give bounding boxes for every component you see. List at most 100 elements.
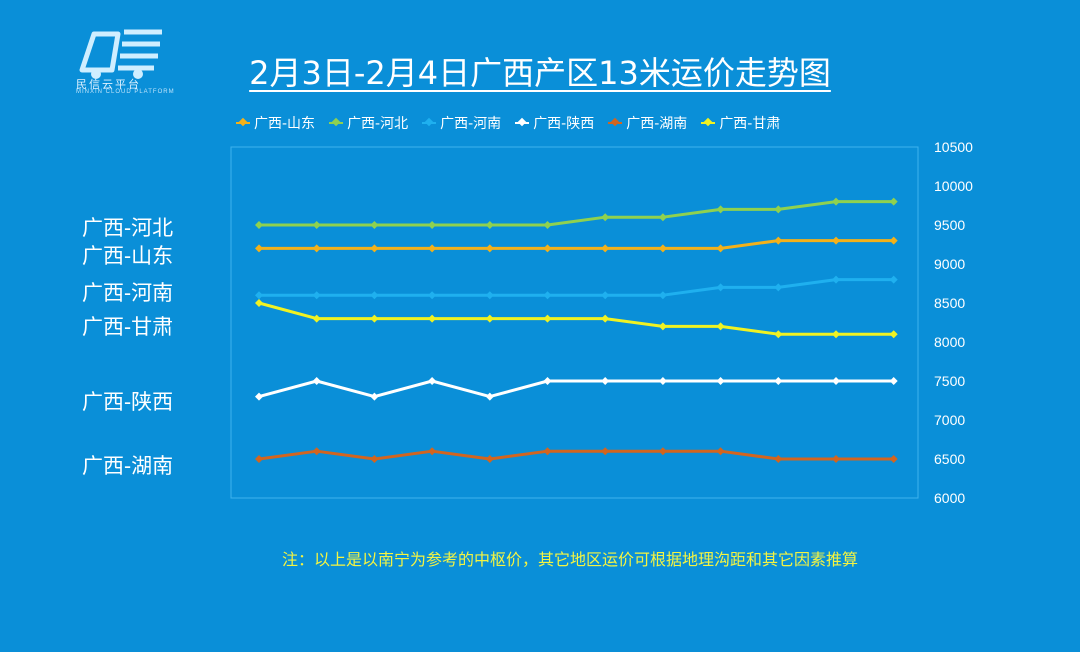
data-point — [889, 330, 898, 339]
data-point — [889, 455, 898, 463]
legend-marker-icon — [515, 122, 530, 124]
y-tick-label: 8000 — [934, 334, 965, 350]
data-point — [312, 244, 321, 253]
footnote: 注：以上是以南宁为参考的中枢价，其它地区运价可根据地理沟距和其它因素推算 — [281, 550, 858, 569]
data-point — [601, 244, 610, 253]
data-point — [601, 377, 610, 385]
series-4 — [255, 447, 898, 463]
data-point — [312, 447, 321, 456]
data-point — [543, 244, 552, 253]
y-axis-ticks: 6000 6500 7000 7500 8000 8500 9000 9500 10000 105… — [934, 139, 973, 506]
data-point — [658, 377, 667, 385]
data-point — [255, 291, 263, 300]
legend-marker-icon — [608, 122, 623, 124]
data-point — [774, 283, 783, 292]
y-tick-label: 7000 — [934, 412, 965, 428]
data-point — [543, 314, 552, 323]
y-tick-label: 10000 — [934, 178, 973, 194]
chart-legend: 广西-山东 广西-河北 广西-河南 广西-陕西 广西-湖南 广西-甘肃 — [236, 112, 916, 134]
data-point — [774, 330, 783, 339]
legend-item: 广西-河北 — [329, 113, 408, 133]
legend-label: 广西-甘肃 — [719, 116, 781, 132]
data-point — [370, 455, 379, 463]
legend-item: 广西-河南 — [422, 113, 501, 133]
data-point — [716, 283, 725, 292]
y-tick-label: 7500 — [934, 373, 965, 389]
data-point — [889, 377, 898, 385]
data-point — [716, 244, 725, 253]
data-point — [485, 244, 494, 253]
truck-logo-icon — [79, 29, 162, 79]
legend-item: 广西-甘肃 — [701, 113, 780, 133]
data-point — [716, 377, 725, 385]
y-tick-label: 9000 — [934, 256, 965, 272]
side-label-shandong: 广西-山东 — [82, 244, 174, 268]
legend-label: 广西-山东 — [254, 116, 316, 132]
data-point — [312, 291, 321, 300]
data-point — [889, 236, 898, 245]
logo-caption: 民信云平台 — [76, 78, 141, 91]
data-point — [601, 213, 610, 222]
data-point — [832, 330, 840, 339]
data-point — [485, 291, 494, 300]
data-point — [370, 314, 379, 323]
plot-frame — [230, 146, 919, 499]
legend-marker-icon — [329, 122, 344, 124]
data-point — [832, 236, 840, 245]
data-point — [255, 299, 263, 307]
data-point — [485, 455, 494, 463]
series-line — [259, 200, 894, 227]
data-point — [716, 205, 725, 214]
series-5 — [255, 299, 898, 339]
series-line — [258, 449, 894, 461]
y-tick-label: 10500 — [934, 139, 973, 155]
data-point — [255, 392, 263, 401]
data-point — [543, 291, 552, 300]
series-line — [259, 278, 894, 297]
data-point — [428, 314, 437, 323]
y-tick-label: 8500 — [934, 295, 965, 311]
data-point — [428, 244, 437, 253]
data-point — [889, 275, 898, 284]
data-point — [543, 221, 552, 229]
data-point — [485, 221, 494, 229]
series-1 — [255, 197, 898, 229]
y-tick-label: 6500 — [934, 451, 965, 467]
legend-item: 广西-山东 — [236, 113, 315, 133]
side-label-hebei: 广西-河北 — [82, 216, 174, 240]
side-label-hunan: 广西-湖南 — [82, 454, 174, 478]
data-point — [774, 455, 783, 463]
data-point — [312, 314, 321, 323]
legend-marker-icon — [701, 122, 716, 124]
data-point — [658, 244, 667, 253]
data-point — [312, 221, 321, 229]
series-line — [258, 379, 894, 399]
data-point — [370, 392, 379, 401]
data-point — [428, 377, 437, 385]
data-point — [658, 213, 667, 222]
side-label-shaanxi: 广西-陕西 — [82, 390, 174, 414]
legend-label: 广西-陕西 — [533, 116, 595, 132]
data-point — [832, 377, 840, 385]
data-point — [832, 455, 840, 463]
series-line — [259, 239, 894, 250]
data-point — [832, 197, 840, 206]
data-point — [601, 314, 610, 323]
data-point — [543, 377, 552, 385]
data-point — [774, 377, 783, 385]
data-point — [774, 205, 783, 214]
legend-label: 广西-湖南 — [626, 116, 688, 132]
data-point — [716, 322, 725, 331]
data-point — [716, 447, 725, 456]
data-point — [370, 291, 379, 300]
data-point — [312, 377, 321, 385]
data-point — [889, 197, 898, 206]
y-tick-label: 9500 — [934, 217, 965, 233]
data-point — [485, 314, 494, 323]
chart-title: 2月3日-2月4日广西产区13米运价走势图 — [249, 54, 831, 92]
side-label-gansu: 广西-甘肃 — [82, 315, 174, 339]
y-tick-label: 6000 — [934, 490, 965, 506]
data-point — [485, 392, 494, 401]
data-point — [601, 447, 610, 456]
data-point — [428, 291, 437, 300]
